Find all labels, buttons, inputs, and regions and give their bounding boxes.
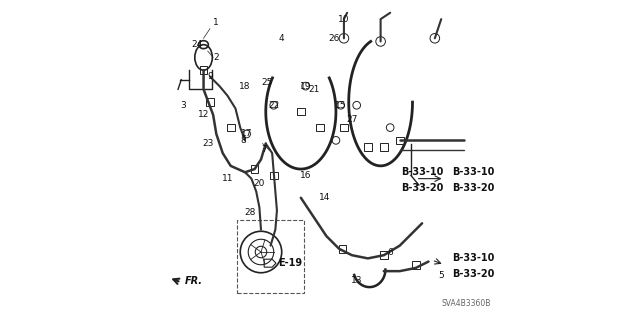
Bar: [251, 165, 259, 173]
Bar: [412, 261, 420, 269]
Bar: [200, 66, 207, 74]
Text: FR.: FR.: [184, 276, 202, 286]
Text: 12: 12: [198, 110, 209, 119]
Text: 5: 5: [438, 271, 444, 280]
Text: B-33-10: B-33-10: [452, 253, 495, 263]
Bar: [364, 143, 372, 151]
Text: 28: 28: [244, 208, 255, 217]
Text: 8: 8: [241, 136, 246, 145]
Text: B-33-10: B-33-10: [452, 167, 495, 177]
Text: B-33-20: B-33-20: [452, 269, 495, 279]
Text: 9: 9: [207, 72, 213, 81]
Text: 7: 7: [261, 145, 267, 154]
Text: 15: 15: [335, 101, 346, 110]
Text: 19: 19: [300, 82, 312, 91]
Text: 11: 11: [221, 174, 233, 183]
Bar: [297, 108, 305, 115]
Text: 20: 20: [253, 179, 265, 188]
Text: 24: 24: [191, 40, 203, 49]
Bar: [270, 172, 278, 179]
Bar: [206, 98, 214, 106]
Text: E-19: E-19: [278, 258, 303, 268]
Text: 14: 14: [319, 193, 330, 202]
Text: 18: 18: [239, 82, 251, 91]
Text: 6: 6: [387, 248, 393, 256]
Text: 27: 27: [346, 115, 358, 124]
Text: 25: 25: [262, 78, 273, 87]
Bar: [237, 220, 304, 293]
Text: 26: 26: [329, 34, 340, 43]
Text: 16: 16: [300, 171, 312, 180]
Text: 4: 4: [279, 34, 285, 43]
Text: 1: 1: [214, 18, 219, 27]
Text: 10: 10: [338, 15, 349, 24]
Text: B-33-10: B-33-10: [401, 167, 444, 177]
Text: 21: 21: [308, 85, 319, 94]
Text: 13: 13: [351, 276, 362, 285]
Bar: [396, 137, 404, 144]
Text: SVA4B3360B: SVA4B3360B: [441, 299, 491, 308]
Text: B-33-20: B-33-20: [401, 183, 444, 193]
Text: 2: 2: [214, 53, 219, 62]
Bar: [340, 124, 348, 131]
Text: B-33-20: B-33-20: [452, 183, 495, 193]
Bar: [380, 143, 388, 151]
Text: 22: 22: [268, 101, 280, 110]
Bar: [227, 124, 234, 131]
Bar: [380, 251, 388, 259]
Text: 23: 23: [203, 139, 214, 148]
Text: 3: 3: [180, 101, 186, 110]
Text: 17: 17: [241, 130, 252, 138]
Bar: [339, 245, 346, 253]
Bar: [316, 124, 324, 131]
